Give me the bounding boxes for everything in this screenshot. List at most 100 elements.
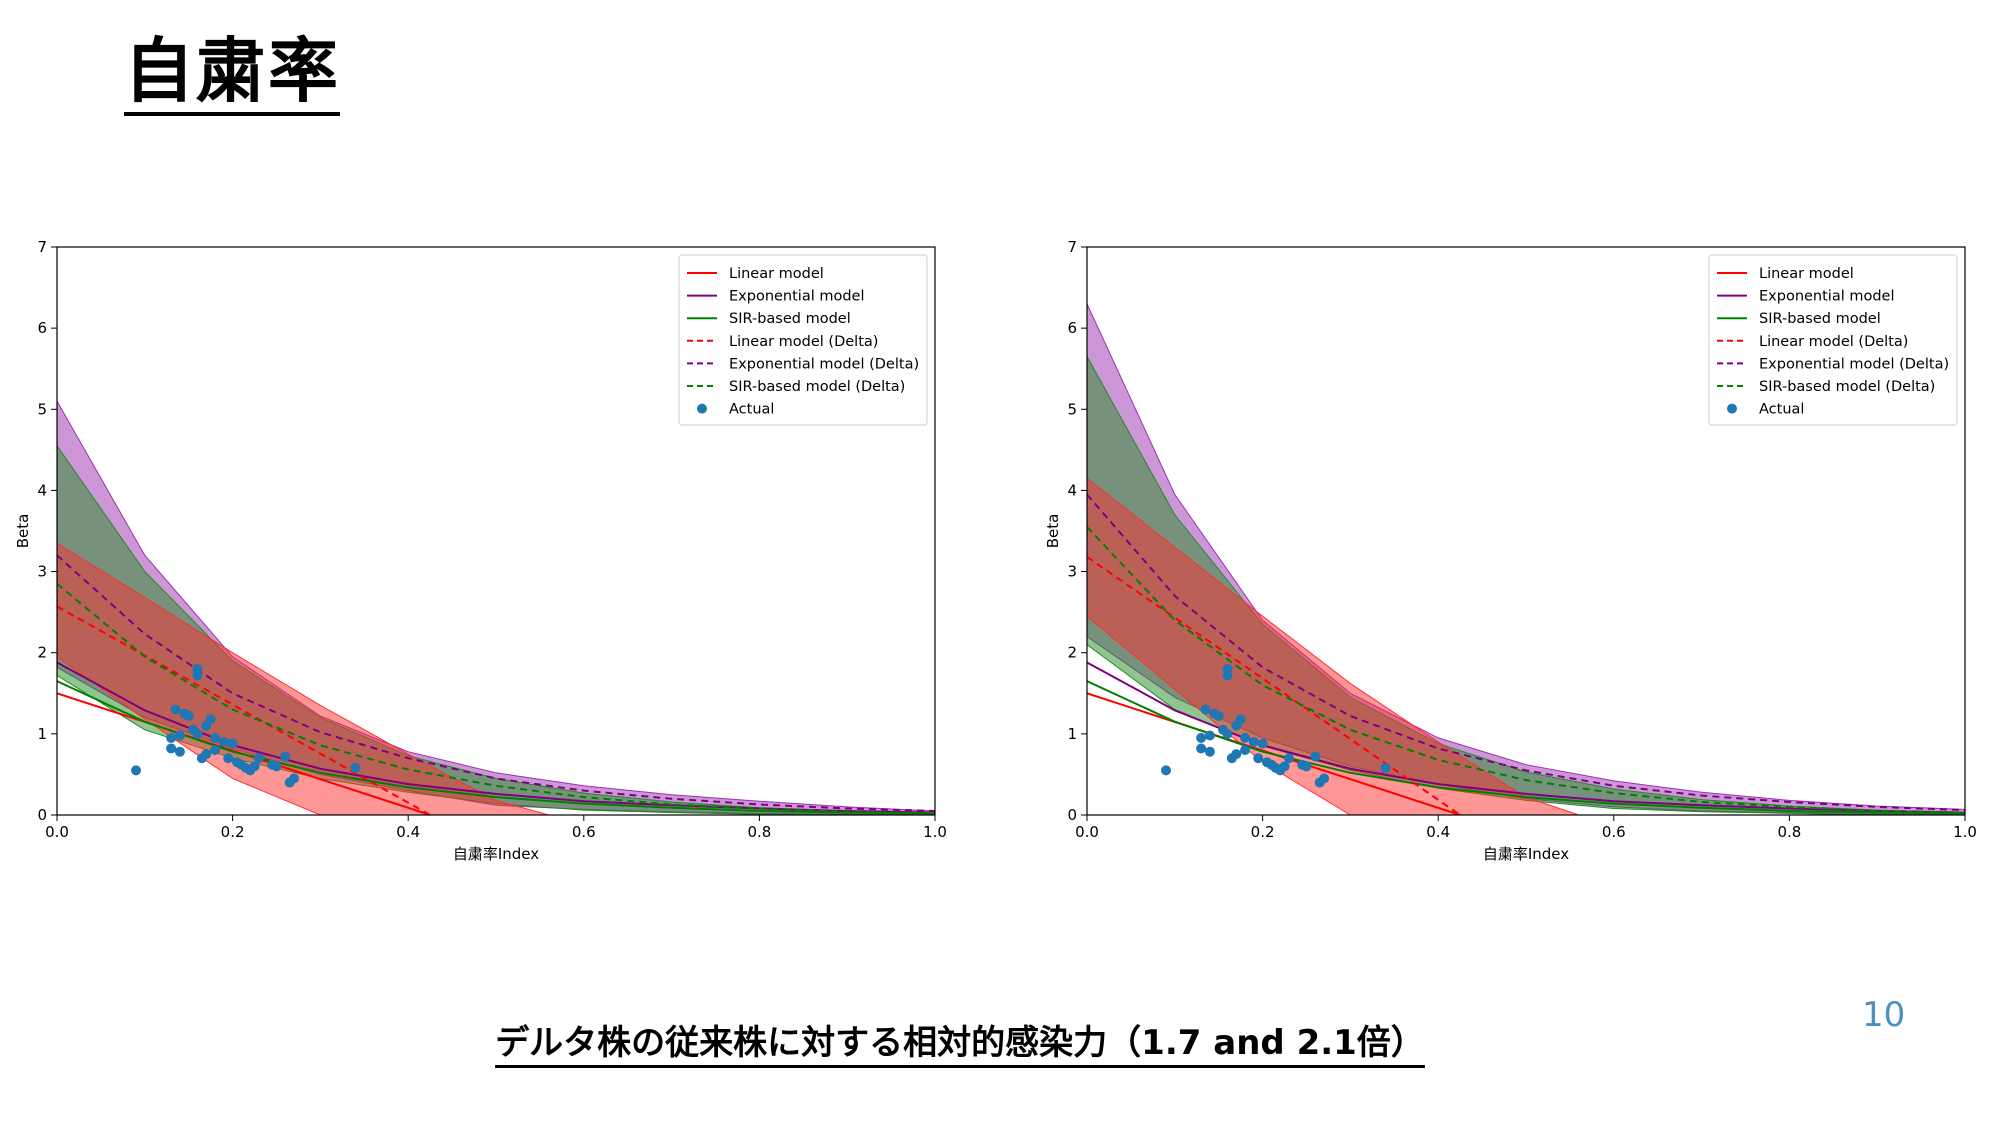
legend-label: Exponential model [1759, 289, 1895, 305]
actual-data-point [1196, 743, 1207, 754]
actual-data-point [205, 714, 216, 725]
confidence-band-linear-model [1087, 477, 1579, 815]
actual-data-point [1240, 732, 1251, 743]
actual-data-point [1196, 732, 1207, 743]
series-line-exponential-model [1087, 661, 1965, 814]
y-tick-label: 2 [1067, 644, 1077, 662]
chart-svg: 0.0 0.2 0.4 0.6 0.8 1.0 0 1 2 3 4 5 6 7 自粛率Index Beta Li… [1044, 238, 1977, 863]
actual-data-point [1231, 749, 1242, 760]
confidence-band-exponential-model [57, 400, 935, 815]
y-tick-label: 6 [37, 319, 47, 337]
plot-frame [56, 246, 936, 816]
x-tick-label: 0.8 [1777, 823, 1801, 841]
y-tick-label: 4 [1067, 481, 1077, 499]
y-tick-label: 1 [37, 725, 47, 743]
actual-data-point [218, 736, 229, 747]
x-tick-label: 0.4 [396, 823, 420, 841]
x-tick-label: 0.0 [45, 823, 69, 841]
legend-label: Exponential model [729, 289, 865, 305]
y-tick-label: 3 [1067, 563, 1077, 581]
series-line-sir-based-model-delta [1087, 526, 1965, 814]
x-tick-label: 0.4 [1426, 823, 1450, 841]
legend-box [678, 254, 928, 426]
actual-data-point [249, 761, 260, 772]
y-axis-label: Beta [14, 514, 32, 549]
legend-label: Linear model (Delta) [729, 334, 878, 350]
series-line-sir-based-model [57, 680, 935, 815]
actual-data-point [350, 762, 361, 773]
actual-data-point [1161, 765, 1172, 776]
actual-data-point [166, 732, 177, 743]
y-tick-label: 4 [37, 481, 47, 499]
legend-label: SIR-based model [729, 311, 851, 327]
actual-data-point [166, 743, 177, 754]
x-tick-label: 1.0 [1953, 823, 1977, 841]
actual-data-point [1222, 728, 1233, 739]
actual-data-point [192, 670, 203, 681]
legend-label: SIR-based model (Delta) [1759, 379, 1935, 395]
y-axis-label: Beta [1044, 514, 1062, 549]
legend-label: SIR-based model (Delta) [729, 379, 905, 395]
chart-left: 0.0 0.2 0.4 0.6 0.8 1.0 0 1 2 3 4 5 6 7 自粛率Index Beta Li… [10, 220, 970, 880]
y-tick-label: 1 [1067, 725, 1077, 743]
chart-svg: 0.0 0.2 0.4 0.6 0.8 1.0 0 1 2 3 4 5 6 7 自粛率Index Beta Li… [14, 238, 947, 863]
legend-label: Actual [729, 402, 774, 418]
actual-data-point [1240, 745, 1251, 756]
x-tick-label: 0.0 [1075, 823, 1099, 841]
actual-data-point [201, 749, 212, 760]
y-tick-label: 3 [37, 563, 47, 581]
actual-data-point [1235, 714, 1246, 725]
confidence-band-linear-model [57, 542, 549, 815]
actual-data-point [1253, 753, 1264, 764]
series-line-exponential-model-delta [1087, 493, 1965, 812]
x-tick-label: 1.0 [923, 823, 947, 841]
y-tick-label: 5 [37, 400, 47, 418]
y-tick-label: 0 [37, 806, 47, 824]
slide-title: 自粛率 [124, 36, 340, 116]
plot-area [1087, 303, 1965, 815]
actual-data-point [1204, 746, 1215, 757]
actual-data-point [1279, 761, 1290, 772]
actual-data-point [1213, 711, 1224, 722]
legend-label: Linear model (Delta) [1759, 334, 1908, 350]
legend-swatch [697, 403, 707, 414]
actual-data-point [1301, 761, 1312, 772]
actual-data-point [1222, 670, 1233, 681]
y-tick-label: 0 [1067, 806, 1077, 824]
x-tick-label: 0.6 [572, 823, 596, 841]
chart-legend: Linear model Exponential model SIR-based m… [678, 254, 928, 426]
actual-data-point [253, 753, 264, 764]
chart-right: 0.0 0.2 0.4 0.6 0.8 1.0 0 1 2 3 4 5 6 7 自粛率Index Beta Li… [1040, 220, 2000, 880]
actual-data-point [1380, 762, 1391, 773]
legend-box [1708, 254, 1958, 426]
actual-data-point [1200, 704, 1211, 715]
slide-caption: デルタ株の従来株に対する相対的感染力（1.7 and 2.1倍） [495, 1023, 1425, 1068]
series-line-sir-based-model [1087, 680, 1965, 815]
actual-data-point [183, 711, 194, 722]
chart-legend: Linear model Exponential model SIR-based m… [1708, 254, 1958, 426]
series-line-linear-model-delta [1087, 556, 1461, 815]
x-tick-label: 0.6 [1602, 823, 1626, 841]
actual-data-point [131, 765, 142, 776]
actual-data-point [174, 746, 185, 757]
actual-data-point [289, 773, 300, 784]
legend-label: SIR-based model [1759, 311, 1881, 327]
actual-data-point [210, 745, 221, 756]
actual-data-point [174, 730, 185, 741]
slide-caption-wrapper: デルタ株の従来株に対する相対的感染力（1.7 and 2.1倍） [0, 1015, 1920, 1068]
legend-label: Actual [1759, 402, 1804, 418]
actual-data-point [271, 761, 282, 772]
actual-data-point [1310, 751, 1321, 762]
x-tick-label: 0.8 [747, 823, 771, 841]
x-tick-label: 0.2 [221, 823, 245, 841]
actual-data-point [1283, 753, 1294, 764]
actual-data-point [1257, 738, 1268, 749]
series-line-exponential-model-delta [57, 554, 935, 812]
actual-data-point [227, 738, 238, 749]
actual-data-point [170, 704, 181, 715]
legend-label: Exponential model (Delta) [1759, 356, 1949, 372]
y-tick-label: 6 [1067, 319, 1077, 337]
actual-data-point [1319, 773, 1330, 784]
legend-label: Linear model [729, 266, 824, 282]
actual-data-point [1248, 736, 1259, 747]
